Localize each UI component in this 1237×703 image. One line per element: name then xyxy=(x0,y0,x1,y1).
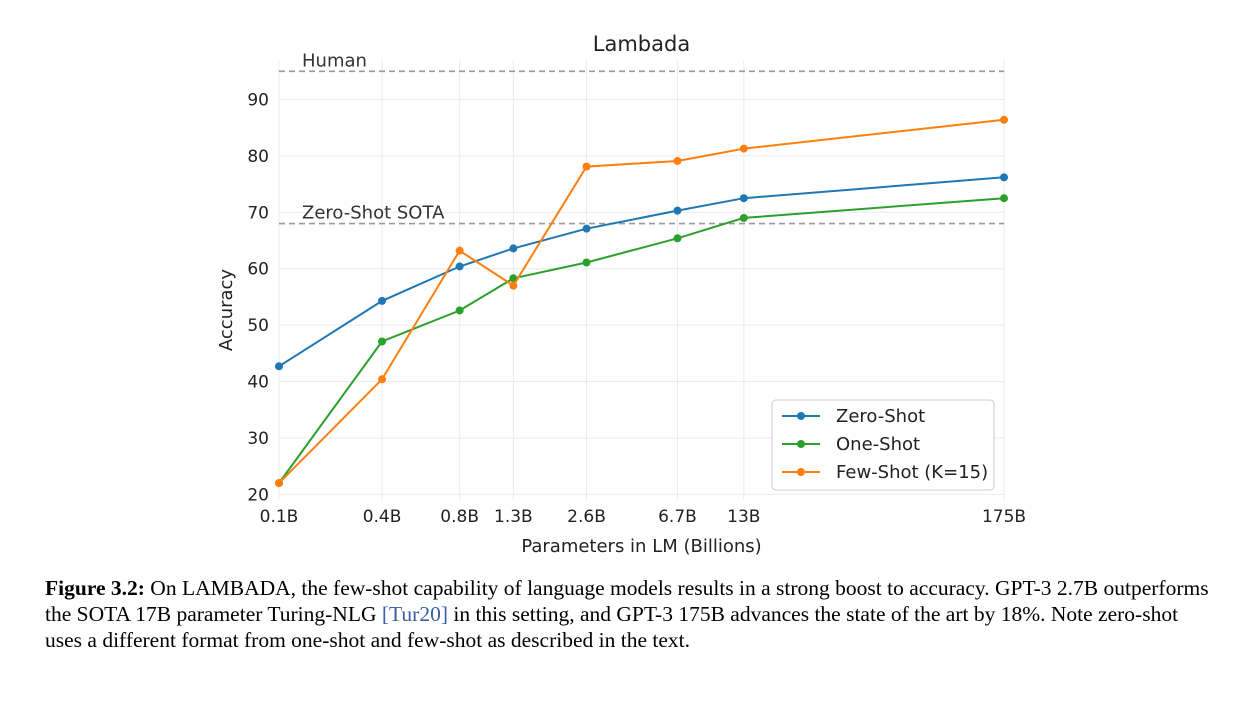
reference-line-label: Zero-Shot SOTA xyxy=(302,203,445,224)
y-tick-label: 40 xyxy=(247,373,269,393)
data-point xyxy=(275,479,283,488)
x-tick-label: 6.7B xyxy=(658,507,697,527)
figure-caption: Figure 3.2: On LAMBADA, the few-shot cap… xyxy=(45,575,1220,653)
data-point xyxy=(739,213,748,222)
data-point xyxy=(739,194,748,203)
data-point xyxy=(455,262,464,271)
data-point xyxy=(509,274,518,283)
y-tick-label: 80 xyxy=(247,147,269,167)
x-tick-label: 1.3B xyxy=(494,507,533,527)
y-tick-label: 70 xyxy=(247,203,269,223)
data-point xyxy=(739,144,748,153)
caption-text-after: in this setting, and GPT-3 175B advances… xyxy=(45,602,1179,652)
line-chart: Human Zero-Shot SOTA 20 30 40 50 60 70 80 90 0.1B 0… xyxy=(216,32,1026,557)
data-point xyxy=(378,296,387,305)
data-point xyxy=(455,246,464,255)
y-tick-label: 60 xyxy=(247,260,269,280)
x-tick-label: 2.6B xyxy=(567,507,606,527)
y-tick-label: 30 xyxy=(247,429,269,449)
data-point xyxy=(673,156,682,165)
legend-label: Zero-Shot xyxy=(836,406,925,427)
series-line xyxy=(278,118,1005,484)
data-point xyxy=(673,234,682,243)
series-line xyxy=(278,176,1005,368)
x-tick-label: 0.8B xyxy=(440,507,479,527)
data-point xyxy=(1000,194,1008,203)
x-tick-label: 0.4B xyxy=(363,507,402,527)
x-tick-label: 175B xyxy=(982,507,1026,527)
data-point xyxy=(582,224,591,233)
y-tick-label: 50 xyxy=(247,316,269,336)
data-point xyxy=(1000,173,1008,182)
caption-label: Figure 3.2: xyxy=(45,576,145,600)
legend-swatch-marker xyxy=(797,468,805,476)
data-point xyxy=(509,281,518,290)
data-point xyxy=(509,244,518,253)
legend-label: Few-Shot (K=15) xyxy=(836,462,988,483)
data-point xyxy=(378,337,387,346)
y-tick-label: 90 xyxy=(247,90,269,110)
x-axis-label: Parameters in LM (Billions) xyxy=(521,536,761,557)
chart: Human Zero-Shot SOTA 20 30 40 50 60 70 80 90 0.1B 0… xyxy=(216,32,1026,557)
data-point xyxy=(1000,115,1008,124)
y-tick-label: 20 xyxy=(247,485,269,505)
data-point xyxy=(455,306,464,315)
legend-box xyxy=(771,399,995,491)
chart-title: Lambada xyxy=(593,32,690,56)
data-point xyxy=(582,162,591,171)
legend-swatch-marker xyxy=(797,412,805,420)
x-tick-label: 13B xyxy=(727,507,760,527)
data-point xyxy=(673,206,682,215)
citation-link[interactable]: [Tur20] xyxy=(381,602,448,626)
legend-swatch-marker xyxy=(797,440,805,448)
caption-text-before: On LAMBADA, the few-shot capability of l… xyxy=(45,576,1209,626)
reference-line-label: Human xyxy=(302,50,367,71)
data-point xyxy=(275,362,283,371)
y-axis-label: Accuracy xyxy=(216,269,237,352)
series-line xyxy=(278,197,1005,484)
data-point xyxy=(582,258,591,267)
x-tick-label: 0.1B xyxy=(260,507,299,527)
legend-label: One-Shot xyxy=(836,434,920,455)
data-point xyxy=(378,375,387,384)
